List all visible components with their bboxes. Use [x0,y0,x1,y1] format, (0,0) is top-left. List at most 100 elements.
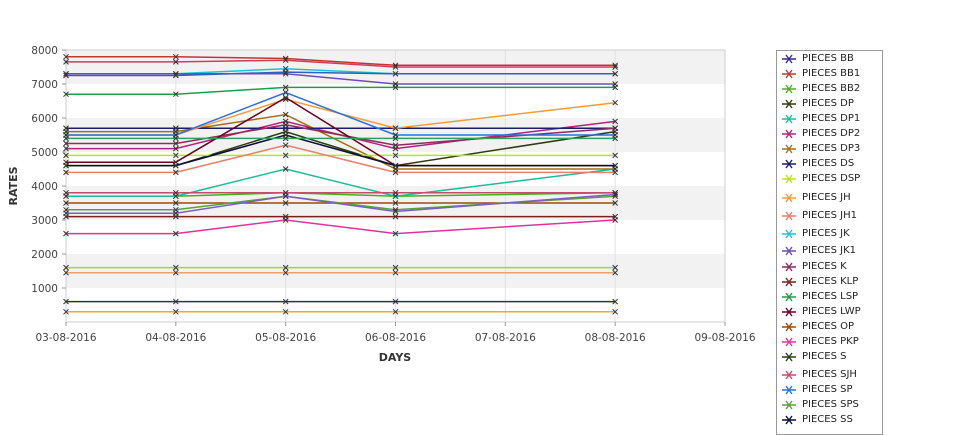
legend-marker-icon [782,400,796,409]
legend-marker-icon [782,370,796,379]
data-point-marker [612,118,619,125]
legend-marker-icon [782,229,796,238]
series-14 [63,121,619,149]
y-tick-label: 4000 [31,181,58,193]
data-point-marker [282,152,289,159]
legend-item: PIECES S [777,349,846,364]
data-point-marker [612,64,619,70]
legend-marker-icon [782,352,796,361]
legend-marker-icon [782,114,796,123]
data-point-marker [392,298,399,305]
data-point-marker [392,162,399,169]
legend-label: PIECES SS [802,414,853,425]
data-point-marker [63,162,69,169]
legend-label: PIECES LSP [802,291,859,302]
data-point-marker [282,57,289,64]
data-point-marker [612,169,619,176]
legend-marker-icon [782,292,796,301]
data-point-marker [172,189,179,196]
legend-label: PIECES PKP [802,336,859,347]
legend-item: PIECES DP1 [777,111,860,126]
legend-label: PIECES JH1 [802,210,857,221]
data-point-marker [63,152,69,159]
series-31 [63,57,619,70]
data-point-marker [392,142,399,149]
legend-label: PIECES DP3 [802,143,861,154]
data-point-marker [282,166,289,172]
data-point-marker [63,189,69,196]
legend-item: PIECES LSP [777,289,858,304]
legend-item: PIECES SP [777,382,853,397]
data-point-marker [612,264,619,271]
legend-item: PIECES DS [777,156,854,171]
legend-label: PIECES DP1 [802,113,861,124]
data-point-marker [612,298,619,305]
legend-label: PIECES JH [802,192,851,203]
data-point-marker [392,84,399,91]
data-point-marker [172,125,179,132]
x-tick-label: 07-08-2016 [475,332,536,344]
data-point-marker [63,125,69,132]
series-11 [63,142,619,176]
legend-label: PIECES SPS [802,399,859,410]
data-point-marker [282,217,289,223]
x-tick-label: 09-08-2016 [694,332,755,344]
data-point-marker [63,91,69,98]
data-point-marker [282,193,289,200]
legend-item: PIECES BB [777,51,854,66]
data-point-marker [63,72,69,79]
data-point-marker [172,145,179,152]
data-point-marker [392,200,399,206]
data-point-marker [172,308,179,315]
data-point-marker [282,308,289,315]
data-point-marker [392,64,399,70]
data-point-marker [63,298,69,305]
data-point-marker [392,189,399,196]
data-point-marker [172,91,179,98]
legend-item: PIECES BB2 [777,81,860,96]
legend-marker-icon [782,54,796,63]
series-lines [63,53,619,315]
data-point-marker [282,96,289,103]
data-point-marker [63,59,69,65]
series-25 [63,308,619,315]
data-point-marker [172,152,179,159]
y-tick-label: 3000 [31,215,58,227]
data-point-marker [612,152,619,159]
data-point-marker [172,72,179,79]
legend-marker-icon [782,99,796,108]
data-point-marker [63,145,69,152]
legend-item: PIECES DP [777,96,854,111]
legend-item: PIECES JK [777,226,850,241]
legend-marker-icon [782,174,796,183]
data-point-marker [172,59,179,65]
data-point-marker [63,200,69,206]
data-point-marker [612,135,619,142]
legend-item: PIECES K [777,259,847,274]
legend-label: PIECES OP [802,321,855,332]
data-point-marker [612,217,619,223]
legend-item: PIECES JH1 [777,208,857,223]
data-point-marker [392,308,399,315]
data-point-marker [282,264,289,271]
legend-item: PIECES SJH [777,367,857,382]
series-30 [63,69,619,79]
legend-marker-icon [782,129,796,138]
y-tick-label: 1000 [31,283,58,295]
legend-marker-icon [782,262,796,271]
series-26 [63,264,619,271]
data-point-marker [282,69,289,75]
data-point-marker [63,264,69,271]
data-point-marker [392,269,399,276]
data-point-marker [612,162,619,169]
x-tick-label: 08-08-2016 [585,332,646,344]
data-point-marker [612,99,619,106]
x-axis-ticks: 03-08-2016 04-08-2016 05-08-2016 06-08-2016… [35,322,756,344]
legend-label: PIECES DP2 [802,128,861,139]
legend-item: PIECES DP3 [777,141,860,156]
legend-item: PIECES KLP [777,274,858,289]
legend-label: PIECES JK1 [802,245,856,256]
data-point-marker [612,125,619,132]
data-point-marker [63,169,69,176]
